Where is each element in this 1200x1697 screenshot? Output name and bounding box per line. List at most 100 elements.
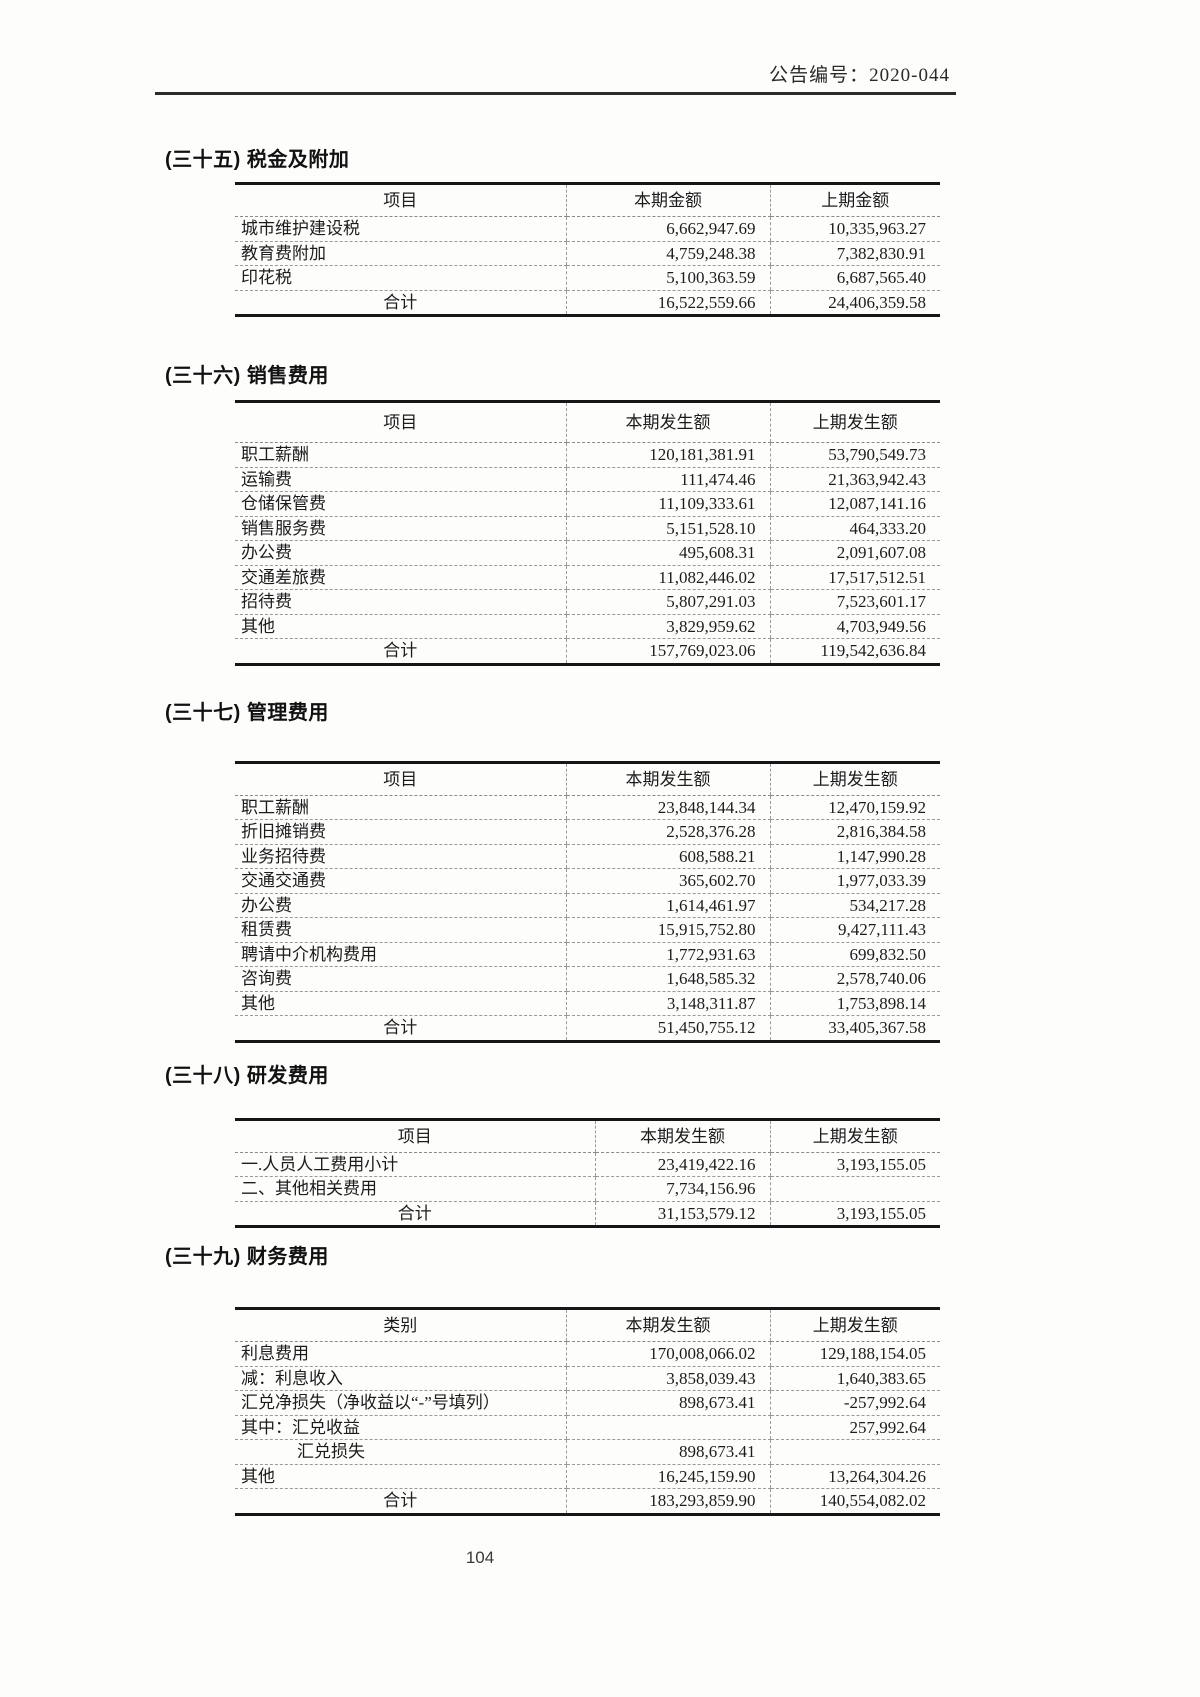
table-row: 教育费附加 4,759,248.38 7,382,830.91: [235, 241, 940, 266]
current-amount: 6,662,947.69: [565, 216, 770, 242]
prior-amount: 7,523,601.17: [769, 589, 940, 615]
current-amount: 2,528,376.28: [565, 819, 770, 845]
total-current: 51,450,755.12: [565, 1015, 770, 1041]
page-number: 104: [465, 1548, 495, 1567]
column-header-current: 本期发生额: [565, 401, 770, 443]
prior-amount: 12,087,141.16: [769, 491, 940, 517]
section-admin-expenses: (三十七) 管理费用 项目 本期发生额 上期发生额 职工薪酬 23,848,14…: [165, 696, 955, 1043]
current-amount: [565, 1415, 770, 1440]
current-amount: 5,151,528.10: [565, 516, 770, 541]
total-label: 合计: [383, 1491, 418, 1510]
prior-amount: 1,640,383.65: [769, 1366, 940, 1391]
table-row: 职工薪酬 120,181,381.91 53,790,549.73: [235, 442, 940, 468]
column-header-category: 类别: [235, 1308, 566, 1342]
current-amount: 3,858,039.43: [565, 1366, 770, 1391]
current-amount: 1,614,461.97: [565, 893, 770, 918]
prior-amount: 534,217.28: [769, 893, 940, 918]
current-amount: 7,734,156.96: [594, 1176, 770, 1202]
row-label: 教育费附加: [235, 241, 566, 266]
row-label: 折旧摊销费: [235, 819, 566, 845]
row-label: 利息费用: [235, 1341, 566, 1367]
table-row: 其中：汇兑收益 257,992.64: [235, 1415, 940, 1440]
prior-amount: 257,992.64: [769, 1415, 940, 1440]
column-header-current: 本期发生额: [565, 1308, 770, 1342]
total-label: 合计: [383, 292, 418, 312]
prior-amount: 464,333.20: [769, 516, 940, 541]
total-row: 合计 51,450,755.12 33,405,367.58: [235, 1015, 940, 1041]
section-taxes-surcharges: (三十五) 税金及附加 项目 本期金额 上期金额 城市维护建设税 6,662,9…: [165, 143, 955, 317]
column-header-prior: 上期发生额: [769, 401, 940, 443]
current-amount: 23,848,144.34: [565, 795, 770, 820]
header-row: 项目 本期金额 上期金额: [235, 183, 940, 217]
table-row: 汇兑净损失（净收益以“-”号填列） 898,673.41 -257,992.64: [235, 1390, 940, 1416]
prior-amount: 53,790,549.73: [769, 442, 940, 468]
table-row: 其他 3,148,311.87 1,753,898.14: [235, 991, 940, 1016]
total-prior: 24,406,359.58: [769, 290, 940, 316]
current-amount: 23,419,422.16: [594, 1152, 770, 1177]
table-row: 交通差旅费 11,082,446.02 17,517,512.51: [235, 565, 940, 590]
section-heading: (三十九) 财务费用: [165, 1246, 329, 1268]
prior-amount: 4,703,949.56: [769, 614, 940, 639]
row-label: 职工薪酬: [235, 795, 566, 820]
table-row: 招待费 5,807,291.03 7,523,601.17: [235, 589, 940, 615]
header-row: 项目 本期发生额 上期发生额: [235, 401, 940, 443]
column-header-item: 项目: [235, 1119, 595, 1153]
row-label: 业务招待费: [235, 844, 566, 869]
total-current: 183,293,859.90: [565, 1488, 770, 1514]
table-row: 二、其他相关费用 7,734,156.96: [235, 1176, 940, 1202]
current-amount: 1,772,931.63: [565, 942, 770, 967]
row-label: 职工薪酬: [235, 442, 566, 468]
current-amount: 11,082,446.02: [565, 565, 770, 590]
section-rd-expenses: (三十八) 研发费用 项目 本期发生额 上期发生额 一.人员人工费用小计 23,…: [165, 1059, 955, 1228]
current-amount: 120,181,381.91: [565, 442, 770, 468]
prior-amount: 13,264,304.26: [769, 1464, 940, 1489]
header-row: 类别 本期发生额 上期发生额: [235, 1308, 940, 1342]
prior-amount: [769, 1439, 940, 1465]
row-label: 其他: [235, 1464, 566, 1489]
table-row: 折旧摊销费 2,528,376.28 2,816,384.58: [235, 819, 940, 845]
row-label: 其他: [235, 991, 566, 1016]
table-row: 聘请中介机构费用 1,772,931.63 699,832.50: [235, 942, 940, 967]
prior-amount: 1,753,898.14: [769, 991, 940, 1016]
current-amount: 5,807,291.03: [565, 589, 770, 615]
current-amount: 898,673.41: [565, 1390, 770, 1416]
current-amount: 5,100,363.59: [565, 265, 770, 291]
prior-amount: 7,382,830.91: [769, 241, 940, 266]
prior-amount: -257,992.64: [769, 1390, 940, 1416]
table-row: 汇兑损失 898,673.41: [235, 1439, 940, 1465]
prior-amount: 9,427,111.43: [769, 917, 940, 943]
row-label: 聘请中介机构费用: [235, 942, 566, 967]
section-heading: (三十八) 研发费用: [165, 1064, 329, 1087]
table-row: 运输费 111,474.46 21,363,942.43: [235, 467, 940, 492]
total-prior: 140,554,082.02: [769, 1488, 940, 1514]
table-row: 印花税 5,100,363.59 6,687,565.40: [235, 265, 940, 291]
current-amount: 608,588.21: [565, 844, 770, 869]
current-amount: 898,673.41: [565, 1439, 770, 1465]
total-current: 16,522,559.66: [565, 290, 770, 316]
row-label: 城市维护建设税: [235, 216, 566, 242]
row-label: 租赁费: [235, 917, 566, 943]
total-label: 合计: [397, 1203, 432, 1223]
prior-amount: 1,147,990.28: [769, 844, 940, 869]
table-row: 销售服务费 5,151,528.10 464,333.20: [235, 516, 940, 541]
table-row: 城市维护建设税 6,662,947.69 10,335,963.27: [235, 216, 940, 242]
prior-amount: 1,977,033.39: [769, 868, 940, 894]
column-header-item: 项目: [235, 762, 566, 796]
column-header-item: 项目: [235, 183, 566, 217]
table-row: 其他 16,245,159.90 13,264,304.26: [235, 1464, 940, 1489]
row-label: 减：利息收入: [235, 1366, 566, 1391]
row-label: 印花税: [235, 265, 566, 291]
prior-amount: 129,188,154.05: [769, 1341, 940, 1367]
current-amount: 495,608.31: [565, 540, 770, 566]
table-financial-expenses: 类别 本期发生额 上期发生额 利息费用 170,008,066.02 129,1…: [235, 1307, 940, 1516]
table-admin-expenses: 项目 本期发生额 上期发生额 职工薪酬 23,848,144.34 12,470…: [235, 760, 940, 1043]
row-label: 一.人员人工费用小计: [235, 1152, 595, 1177]
total-prior: 33,405,367.58: [769, 1015, 940, 1041]
current-amount: 170,008,066.02: [565, 1341, 770, 1367]
table-selling-expenses: 项目 本期发生额 上期发生额 职工薪酬 120,181,381.91 53,79…: [235, 400, 940, 666]
prior-amount: 2,816,384.58: [769, 819, 940, 845]
current-amount: 4,759,248.38: [565, 241, 770, 266]
column-header-prior: 上期发生额: [769, 762, 940, 796]
column-header-item: 项目: [235, 401, 566, 443]
